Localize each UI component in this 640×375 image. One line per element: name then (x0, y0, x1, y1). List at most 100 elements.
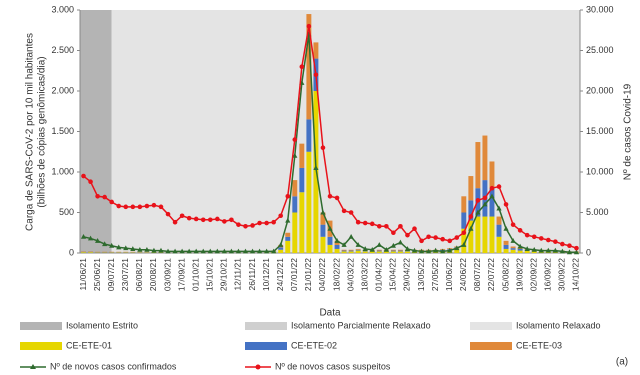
point (228, 248, 235, 254)
x-tick-label: 18/03/22 (359, 258, 369, 291)
point (426, 234, 431, 240)
point (573, 249, 580, 255)
bar-segment (285, 240, 291, 253)
point (567, 243, 572, 249)
point (383, 246, 389, 252)
bar-segment (482, 216, 488, 253)
point (222, 219, 227, 224)
x-tick-label: 26/11/21 (247, 258, 257, 291)
point (362, 246, 368, 251)
x-tick-label: 11/06/21 (78, 258, 88, 291)
bar-segment (334, 248, 340, 253)
legend-swatch (20, 322, 62, 330)
point (123, 204, 129, 210)
x-tick-label: 12/11/21 (233, 258, 243, 291)
bar-segment (299, 192, 305, 253)
x-tick-label: 10/06/22 (444, 258, 454, 291)
point (271, 219, 276, 225)
point (538, 247, 544, 253)
x-tick-label: 02/09/22 (528, 258, 538, 291)
point (447, 247, 453, 253)
bar-segment (376, 251, 382, 253)
point (200, 248, 206, 254)
bar-segment (299, 167, 305, 193)
bar-segment (390, 250, 396, 252)
bar-segment (405, 250, 410, 252)
bar-segment (313, 42, 319, 59)
x-tick-label: 18/02/22 (331, 258, 341, 291)
point (404, 246, 411, 251)
bar-segment (552, 252, 558, 253)
point (369, 246, 375, 252)
bar-segment (341, 250, 347, 252)
point (285, 217, 291, 223)
bar-segment (397, 249, 403, 251)
point (433, 247, 439, 253)
x-axis-title: Data (319, 308, 341, 319)
y2-tick-label: 30.000 (586, 4, 614, 14)
point (566, 249, 573, 255)
point (574, 245, 579, 251)
point (376, 223, 382, 229)
point (411, 247, 418, 253)
point (221, 248, 227, 254)
bar-segment (355, 250, 361, 253)
x-tick-label: 23/07/21 (120, 258, 130, 291)
point (88, 179, 93, 185)
point (165, 248, 171, 254)
point (425, 248, 432, 254)
bar-segment (397, 250, 403, 252)
point (531, 246, 537, 252)
y2-tick-label: 10.000 (586, 166, 614, 176)
bar-segment (524, 250, 530, 253)
bar-segment (468, 220, 474, 253)
point (384, 223, 389, 229)
point (390, 242, 396, 248)
point (489, 193, 495, 199)
x-tick-label: 13/05/22 (416, 258, 426, 291)
annotation: (a) (616, 357, 628, 368)
x-tick-label: 03/09/21 (162, 258, 172, 291)
bar-segment (503, 240, 509, 245)
point (87, 235, 94, 241)
point (116, 244, 122, 250)
bar-segment (376, 250, 382, 252)
bar-segment (496, 224, 502, 237)
point (285, 194, 291, 199)
y-tick-label: 2.500 (51, 45, 74, 55)
point (559, 248, 565, 254)
point (144, 246, 150, 252)
period-band (111, 10, 581, 253)
point (341, 208, 347, 214)
x-tick-label: 04/02/22 (317, 258, 327, 291)
legend-swatch (470, 322, 512, 330)
y-axis-title: (bilhões de cópias genômicas/dia) (37, 56, 48, 207)
point (186, 248, 192, 254)
point (517, 243, 523, 249)
x-tick-label: 15/10/21 (205, 258, 215, 291)
y2-tick-label: 20.000 (586, 85, 614, 95)
bar-segment (334, 240, 340, 245)
point (172, 219, 178, 225)
x-tick-label: 10/12/21 (261, 258, 271, 291)
x-tick-label: 07/01/22 (289, 258, 299, 291)
point (250, 223, 255, 228)
point (496, 205, 502, 211)
legend-swatch (20, 342, 62, 350)
point (264, 220, 269, 226)
legend-label: Nº de novos casos confirmados (50, 361, 177, 371)
x-tick-label: 19/08/22 (514, 258, 524, 291)
point (468, 225, 474, 231)
bar-segment (390, 249, 396, 251)
point (440, 236, 445, 242)
bar-segment (468, 200, 474, 221)
y2-tick-label: 0 (586, 247, 591, 257)
point (256, 248, 263, 254)
point (454, 245, 460, 251)
bar-segment (510, 248, 516, 250)
point (510, 238, 516, 243)
y-tick-label: 1.500 (51, 126, 74, 136)
point (313, 72, 319, 78)
point (391, 230, 396, 236)
bar-segment (369, 251, 375, 253)
